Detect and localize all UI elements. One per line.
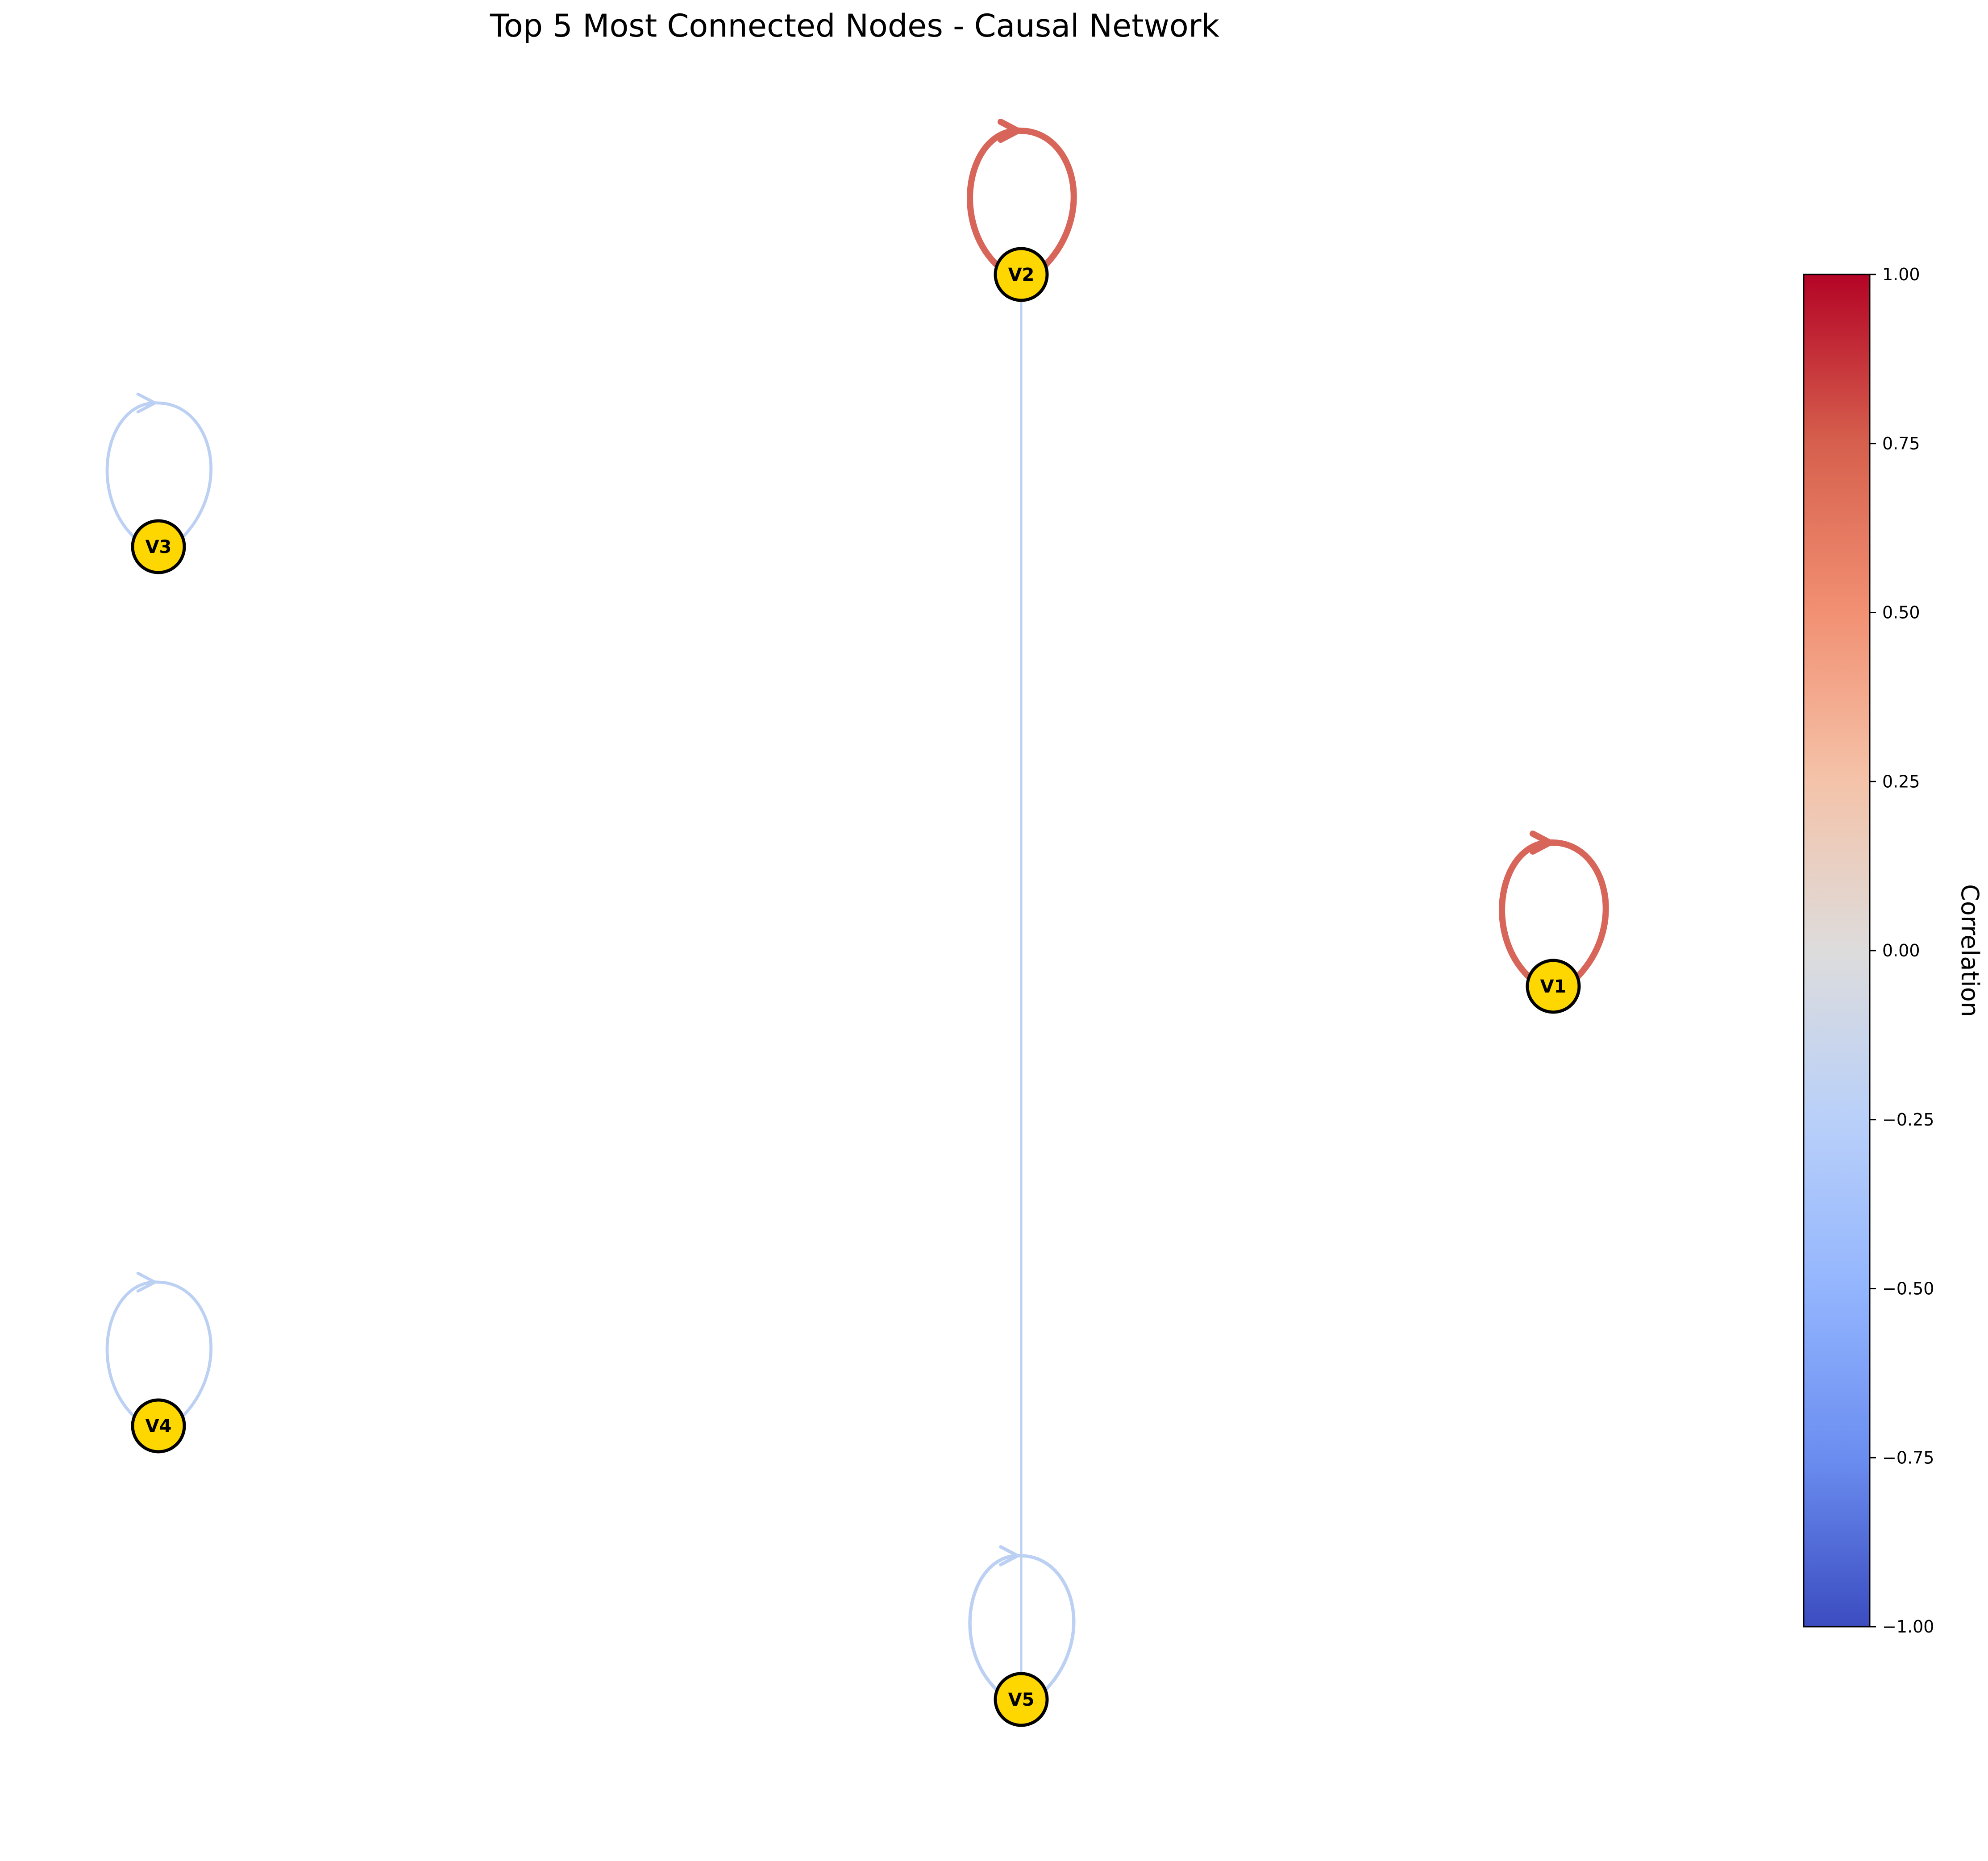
colorbar-gradient [1803,274,1871,1628]
colorbar-tick-label: 0.50 [1882,603,1920,623]
colorbar-tick-label: 0.25 [1882,772,1920,791]
colorbar-tick-label: 1.00 [1882,265,1920,284]
edges-layer [105,118,1609,1697]
self-loop-V4 [105,1280,213,1423]
colorbar-tick-label: −1.00 [1882,1617,1934,1637]
self-loop-arrowhead-V3 [136,392,157,414]
colorbar-tick-label: −0.50 [1882,1279,1934,1299]
colorbar-ticks: 1.00 0.75 0.50 0.25 0.00 −0.25 −0.50 −0.75 −1.00 [1870,265,1934,1637]
node-V5 [994,1672,1049,1727]
node-label-V2: V2 [1008,265,1035,285]
node-V3 [131,519,186,574]
self-loop-arrowhead-V5 [999,1545,1019,1566]
self-loop-arrowhead-V1 [1529,830,1553,855]
colorbar-tick-label: 0.75 [1882,434,1920,453]
self-loop-arrowhead-V2 [997,118,1021,143]
node-V1 [1526,959,1581,1014]
node-label-V5: V5 [1008,1690,1035,1710]
node-V2 [994,247,1049,302]
node-label-V3: V3 [146,537,172,557]
colorbar-label: Correlation [1956,884,1984,1017]
colorbar-tick-label: −0.25 [1882,1110,1934,1130]
colorbar: 1.00 0.75 0.50 0.25 0.00 −0.25 −0.50 −0.75 −1.00… [1803,265,1984,1637]
chart-title: Top 5 Most Connected Nodes - Causal Netw… [490,8,1220,44]
colorbar-tick-label: −0.75 [1882,1448,1934,1467]
self-loop-V2 [967,127,1077,274]
self-loop-V3 [105,401,213,544]
nodes-layer: V1 V2 V3 V4 V5 [131,247,1581,1727]
node-label-V4: V4 [146,1416,172,1437]
self-loop-arrowhead-V4 [136,1271,157,1293]
colorbar-tick-label: 0.00 [1882,941,1920,960]
node-label-V1: V1 [1540,976,1567,997]
self-loop-V1 [1499,839,1609,985]
node-V4 [131,1398,186,1454]
